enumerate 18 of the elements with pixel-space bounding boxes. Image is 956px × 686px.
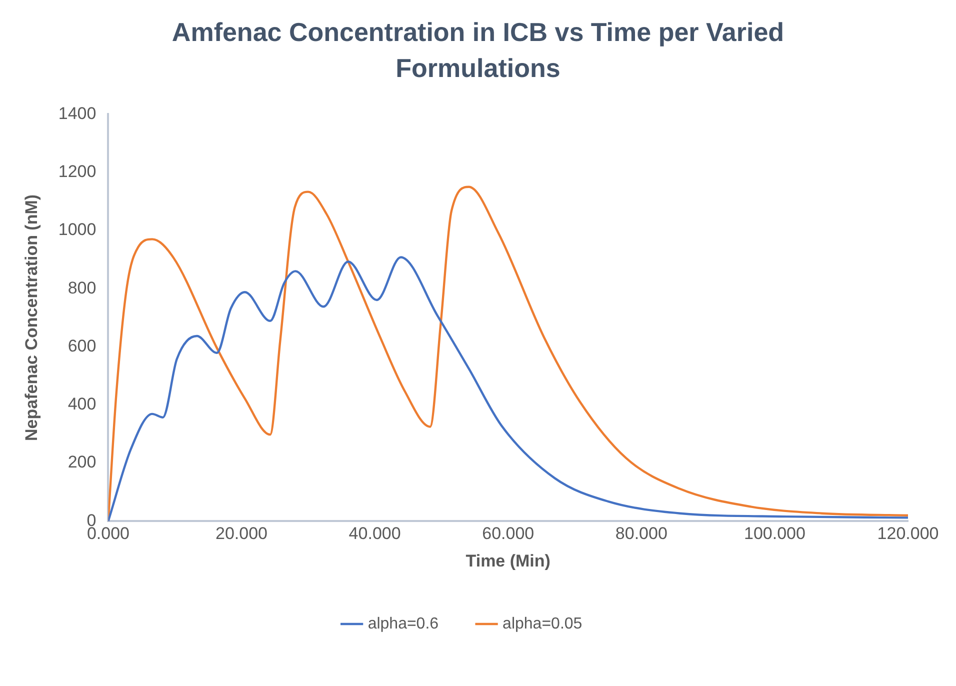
y-tick-label: 1200: [58, 162, 96, 182]
legend-label: alpha=0.6: [368, 615, 439, 632]
legend-label: alpha=0.05: [502, 615, 582, 632]
x-tick-label: 40.000: [348, 524, 401, 544]
y-tick-label: 600: [68, 336, 96, 356]
x-tick-label: 80.000: [615, 524, 668, 544]
y-tick-label: 200: [68, 452, 96, 472]
y-tick-label: 1400: [58, 104, 96, 123]
chart-title: Amfenac Concentration in ICB vs Time per Varied Formulations: [170, 16, 786, 85]
y-tick-label: 800: [68, 278, 96, 298]
x-axis-title: Time (Min): [466, 551, 550, 570]
x-tick-label: 100.000: [744, 524, 806, 544]
y-tick-label: 1000: [58, 220, 96, 240]
x-tick-label: 60.000: [482, 524, 534, 544]
y-tick-label: 400: [68, 394, 96, 414]
x-tick-label: 120.000: [877, 524, 939, 544]
y-axis-title: Nepafenac Concentration (nM): [22, 194, 41, 441]
x-tick-label: 20.000: [216, 524, 268, 544]
